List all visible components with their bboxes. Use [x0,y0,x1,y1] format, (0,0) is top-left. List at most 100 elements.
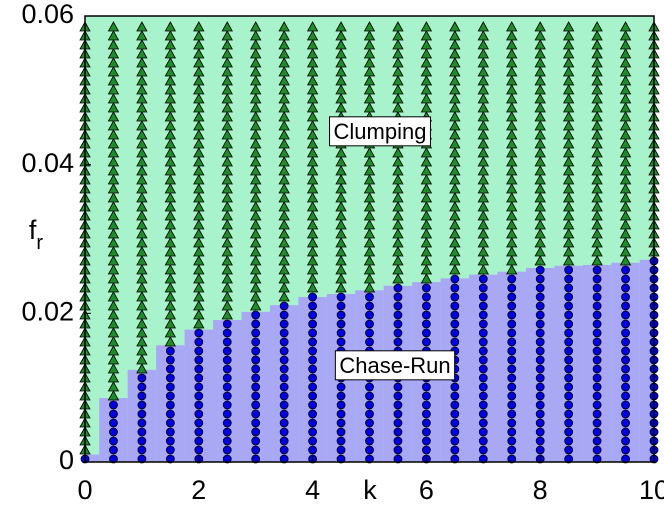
clumping-marker [363,48,376,59]
clumping-marker [136,30,148,41]
chase-run-marker [421,418,431,428]
clumping-marker [449,237,461,248]
chase-run-marker [279,346,289,356]
chase-run-marker [535,265,545,275]
chase-run-marker [365,382,374,392]
chase-run-marker [621,355,630,365]
clumping-marker [278,273,290,284]
clumping-marker [221,75,233,86]
clumping-marker [164,237,177,248]
chase-run-marker [564,283,574,293]
clumping-marker [534,138,546,149]
chase-run-marker [421,400,431,410]
clumping-marker [306,21,319,32]
clumping-marker [562,75,575,86]
chase-run-marker [308,382,318,392]
clumping-marker [107,48,120,59]
x-tick-label: 6 [419,475,434,505]
chase-run-marker [194,436,204,446]
chase-run-marker [507,310,517,320]
clumping-marker [136,246,148,257]
clumping-marker [591,255,603,266]
chase-run-marker [592,355,602,365]
clumping-marker [477,255,489,266]
clumping-marker [164,48,177,59]
chase-run-marker [194,373,204,383]
chase-run-marker [222,364,232,374]
clumping-marker [164,66,177,77]
clumping-marker [193,156,205,167]
chase-run-marker [592,409,602,419]
clumping-marker [193,129,205,140]
clumping-marker [250,210,262,221]
clumping-marker [591,210,603,221]
clumping-marker [107,354,120,365]
clumping-marker [278,66,290,77]
chase-run-marker [621,319,630,329]
chase-run-marker [365,310,374,320]
clumping-marker [449,120,461,131]
clumping-marker [250,273,262,284]
clumping-marker [250,48,262,59]
chase-run-marker [564,301,574,311]
clumping-marker [477,228,489,239]
clumping-marker [335,66,347,77]
chase-run-marker [336,391,346,401]
clumping-marker [591,138,603,149]
chase-run-marker [592,445,602,455]
clumping-marker [136,219,148,230]
clumping-marker [107,156,120,167]
clumping-marker [420,228,433,239]
clumping-marker [107,21,120,32]
clumping-marker [306,147,319,158]
x-tick-label: 10 [639,475,664,505]
chase-run-marker [507,373,517,383]
clumping-marker [164,228,177,239]
chase-run-marker [535,436,545,446]
chase-run-marker [336,319,346,329]
clumping-marker [619,21,632,32]
clumping-marker [392,201,404,212]
clumping-marker [363,201,376,212]
clumping-marker [164,120,177,131]
chase-run-marker [194,346,204,356]
chase-run-marker [393,418,403,428]
chase-run-marker [222,337,232,347]
clumping-marker [420,255,433,266]
chase-run-marker [165,445,175,455]
clumping-marker [306,219,319,230]
chase-run-marker [365,400,374,410]
chase-run-marker [393,301,403,311]
clumping-marker [477,93,489,104]
clumping-marker [562,165,575,176]
clumping-marker [164,111,177,122]
clumping-marker [392,219,404,230]
clumping-marker [477,48,489,59]
chase-run-marker [478,328,488,338]
clumping-marker [221,282,233,293]
clumping-marker [221,273,233,284]
clumping-marker [335,39,347,50]
clumping-marker [449,84,461,95]
clumping-marker [136,282,148,293]
clumping-marker [506,102,518,113]
clumping-marker [250,246,262,257]
clumping-marker [619,138,632,149]
chase-run-marker [478,319,488,329]
clumping-marker [335,102,347,113]
clumping-marker [562,201,575,212]
clumping-marker [221,21,233,32]
clumping-marker [591,156,603,167]
clumping-marker [107,102,120,113]
clumping-marker [534,237,546,248]
clumping-marker [477,30,489,41]
clumping-marker [420,75,433,86]
clumping-marker [363,237,376,248]
clumping-marker [506,174,518,185]
clumping-marker [250,147,262,158]
chase-run-marker [251,400,261,410]
clumping-marker [164,300,177,311]
chase-run-marker [621,373,630,383]
clumping-marker [278,147,290,158]
clumping-marker [136,354,148,365]
